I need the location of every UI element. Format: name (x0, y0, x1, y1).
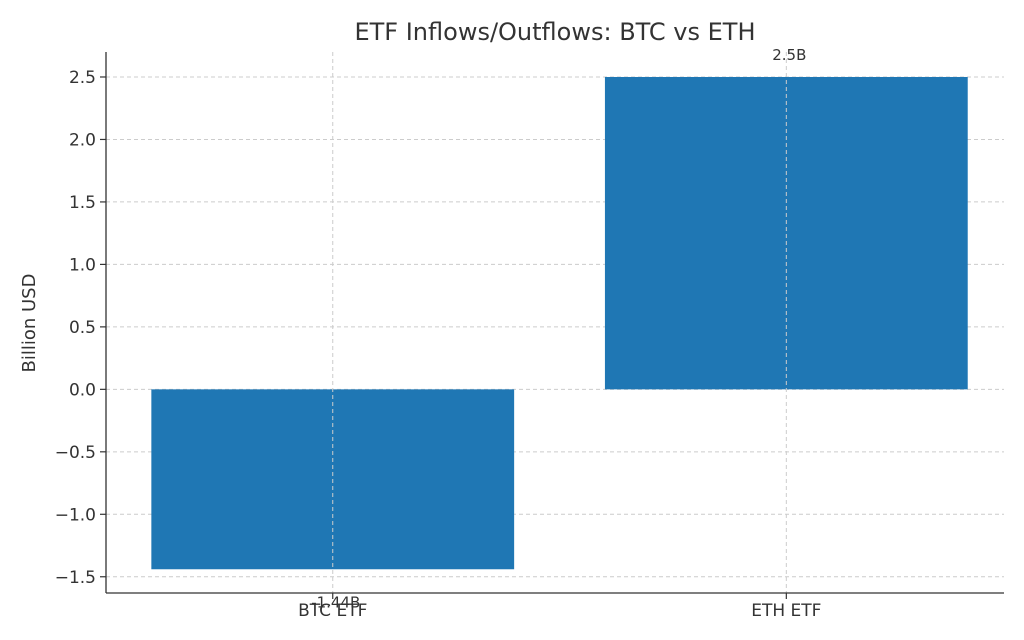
axes (100, 52, 1004, 599)
labels: −1.5 −1.0 −0.5 0.0 0.5 1.0 1.5 2.0 2.5 BTC ETF ETH… (55, 46, 822, 621)
y-tick-label: −1.5 (55, 568, 96, 588)
bars (151, 76, 968, 570)
y-tick-label: −0.5 (55, 443, 96, 463)
y-tick-label: 2.5 (69, 68, 96, 88)
data-label: -1.44B (311, 593, 360, 611)
x-tick-label: BTC ETF (298, 601, 367, 621)
y-tick-label: 0.0 (69, 380, 96, 400)
x-tick-label: ETH ETF (751, 601, 821, 621)
y-tick-label: −1.0 (55, 505, 96, 525)
x-gridlines (332, 52, 787, 593)
chart-title: ETF Inflows/Outflows: BTC vs ETH (354, 18, 755, 46)
y-axis-label: Billion USD (19, 274, 40, 373)
y-tick-label: 0.5 (69, 318, 96, 338)
y-tick-label: 1.0 (69, 255, 96, 275)
data-label: 2.5B (772, 46, 806, 64)
y-tick-label: 2.0 (69, 130, 96, 150)
y-tick-label: 1.5 (69, 193, 96, 213)
